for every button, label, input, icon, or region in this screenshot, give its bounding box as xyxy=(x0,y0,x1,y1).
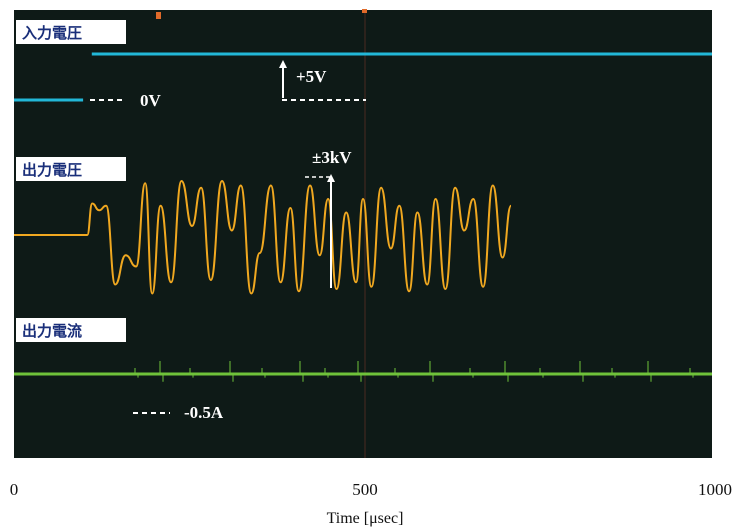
output-voltage-trace xyxy=(14,179,512,295)
plus-minus-3kv-annotation: ±3kV xyxy=(312,148,352,167)
channel-label-input-voltage-box xyxy=(16,20,126,44)
plus5v-annotation: +5V xyxy=(296,67,327,86)
minus05a-annotation: -0.5A xyxy=(184,403,224,422)
plus5v-arrow-head xyxy=(279,60,287,68)
zero-volt-annotation: 0V xyxy=(140,91,162,110)
x-tick-1000: 1000 xyxy=(698,480,732,499)
channel-label-output-voltage-box xyxy=(16,157,126,181)
top-marker-center xyxy=(362,9,367,13)
amplitude-arrow-head xyxy=(327,174,335,182)
top-marker-left xyxy=(156,12,161,19)
x-tick-0: 0 xyxy=(10,480,19,499)
channel-label-output-voltage: 出力電圧 xyxy=(22,161,82,179)
x-axis-label: Time [μsec] xyxy=(327,510,404,527)
channel-label-output-current-box xyxy=(16,318,126,342)
input-voltage-trace xyxy=(14,52,712,102)
channel-label-output-current: 出力電流 xyxy=(22,322,82,340)
channel-label-input-voltage: 入力電圧 xyxy=(22,24,82,42)
x-tick-500: 500 xyxy=(352,480,378,499)
plot-background xyxy=(14,10,712,458)
output-current-spikes xyxy=(134,361,694,382)
